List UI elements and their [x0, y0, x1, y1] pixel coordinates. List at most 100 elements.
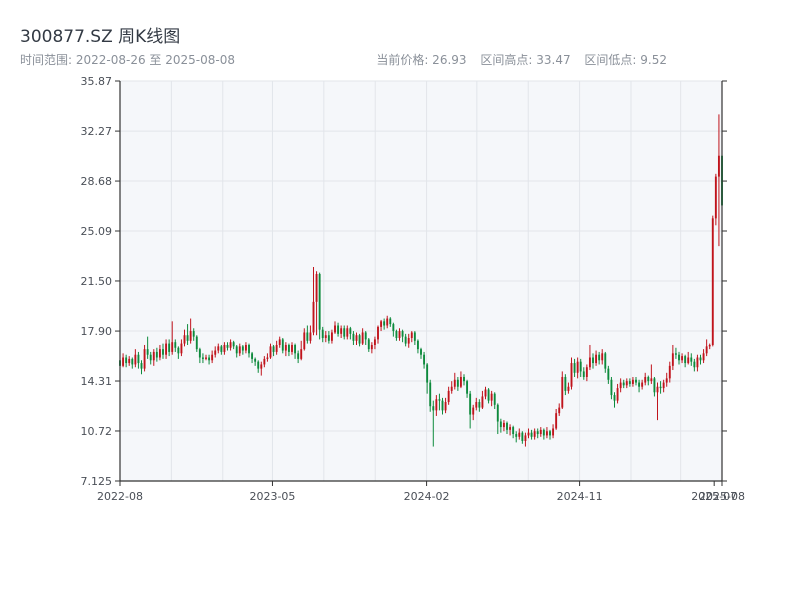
candle-body: [370, 344, 373, 350]
candle-up: [346, 325, 349, 340]
candle-down: [349, 326, 352, 340]
candle-down: [174, 339, 177, 352]
candle-up: [481, 390, 484, 409]
candle-up: [158, 344, 161, 361]
candle-up: [260, 361, 263, 376]
candle-down: [149, 351, 152, 365]
candle-body: [601, 353, 604, 361]
candle-body: [690, 357, 693, 362]
candle-down: [536, 428, 539, 439]
candle-up: [180, 339, 183, 357]
candle-body: [570, 363, 573, 387]
candle-body: [140, 363, 143, 369]
candle-up: [340, 325, 343, 339]
candle-up: [585, 364, 588, 382]
candle-body: [616, 388, 619, 401]
candle-body: [631, 379, 634, 384]
candle-down: [466, 379, 469, 398]
candle-body: [149, 354, 152, 361]
candle-body: [619, 382, 622, 389]
candle-up: [134, 349, 137, 368]
candle-body: [171, 342, 174, 352]
candle-body: [429, 382, 432, 407]
candle-body: [223, 344, 226, 352]
candle-body: [662, 382, 665, 389]
candle-down: [690, 353, 693, 366]
candle-up: [650, 364, 653, 384]
candle-down: [321, 326, 324, 343]
candle-down: [294, 343, 297, 359]
candle-body: [364, 332, 367, 340]
candle-up: [539, 427, 542, 437]
candle-up: [475, 397, 478, 411]
candle-body: [281, 339, 284, 351]
candle-body: [515, 434, 518, 437]
candle-down: [254, 357, 257, 366]
candle-up: [330, 329, 333, 344]
candle-up: [561, 371, 564, 409]
candle-down: [358, 333, 361, 347]
candle-body: [211, 354, 214, 361]
candle-down: [635, 376, 637, 386]
candle-down: [493, 392, 496, 409]
candle-body: [542, 429, 545, 436]
candle-body: [659, 386, 662, 389]
candle-up: [687, 351, 690, 365]
candle-body: [456, 379, 459, 387]
candle-up: [502, 420, 505, 432]
candle-up: [714, 173, 717, 226]
candle-down: [195, 335, 198, 352]
candle-down: [235, 344, 238, 358]
x-tick-label: 2025-08: [699, 490, 745, 503]
candle-up: [373, 336, 376, 350]
candle-up: [211, 350, 214, 364]
candle-up: [601, 349, 604, 365]
candle-up: [143, 344, 146, 372]
candle-up: [300, 340, 303, 361]
candle-body: [358, 335, 361, 344]
candle-body: [579, 361, 582, 372]
candle-body: [183, 335, 186, 344]
candle-up: [616, 383, 619, 404]
y-tick-label: 7.125: [81, 475, 113, 488]
candle-down: [140, 360, 143, 375]
candle-body: [392, 324, 395, 332]
candle-up: [588, 344, 591, 371]
candle-up: [263, 356, 266, 368]
candle-down: [579, 358, 582, 377]
candle-up: [625, 378, 628, 389]
candle-down: [168, 339, 171, 357]
candle-body: [266, 357, 269, 359]
candle-up: [312, 267, 315, 336]
candle-body: [238, 346, 241, 354]
candle-body: [413, 332, 416, 341]
y-tick-label: 21.50: [81, 275, 113, 288]
candle-body: [678, 354, 680, 361]
candle-down: [416, 339, 419, 354]
candle-up: [183, 329, 186, 347]
candle-down: [487, 388, 490, 404]
candle-down: [463, 374, 465, 386]
candle-body: [647, 376, 650, 382]
candle-body: [229, 342, 232, 348]
candle-up: [152, 349, 155, 366]
candle-body: [585, 367, 588, 377]
candle-down: [201, 353, 204, 364]
candle-body: [361, 332, 364, 344]
candle-body: [622, 382, 625, 386]
candle-body: [263, 358, 266, 365]
candle-down: [441, 397, 444, 415]
candle-down: [432, 400, 435, 447]
candle-body: [625, 381, 628, 386]
candle-body: [180, 343, 183, 354]
candle-body: [254, 358, 257, 362]
candle-up: [223, 342, 226, 355]
candle-body: [241, 346, 244, 351]
candle-body: [294, 344, 297, 354]
candle-body: [155, 351, 158, 358]
candle-body: [287, 344, 290, 352]
candle-up: [576, 357, 579, 379]
candle-body: [395, 331, 398, 339]
x-tick-label: 2024-11: [557, 490, 603, 503]
candle-body: [693, 361, 696, 368]
